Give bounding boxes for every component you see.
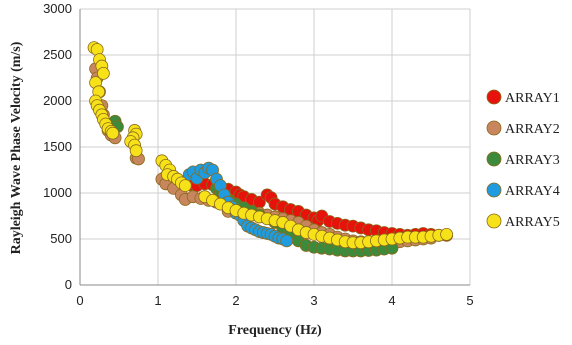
tick-labels: 0 500 1000 1500 2000 2500 3000 0 1 2 3 4 5 (43, 1, 474, 308)
legend-marker (486, 213, 502, 229)
legend-label: ARRAY3 (505, 153, 560, 168)
data-point (106, 126, 120, 140)
data-point (178, 179, 192, 193)
y-tick-label: 2000 (43, 93, 72, 108)
y-tick-label: 2500 (43, 47, 72, 62)
data-point (129, 144, 143, 158)
legend: ARRAY1 ARRAY2 ARRAY3 ARRAY4 ARRAY5 (486, 89, 560, 230)
legend-marker (486, 182, 502, 198)
y-tick-label: 3000 (43, 1, 72, 16)
x-tick-label: 2 (232, 293, 239, 308)
series-array4 (182, 161, 294, 248)
x-axis-title: Frequency (Hz) (228, 323, 322, 338)
y-tick-label: 1000 (43, 185, 72, 200)
data-point (97, 67, 110, 80)
legend-marker (486, 120, 502, 136)
legend-marker (486, 89, 502, 105)
x-tick-label: 5 (466, 293, 473, 308)
x-tick-label: 1 (154, 293, 161, 308)
y-tick-label: 500 (50, 231, 72, 246)
y-tick-label: 0 (65, 277, 72, 292)
legend-label: ARRAY5 (505, 215, 560, 230)
axes (79, 9, 470, 286)
data-points (87, 41, 454, 258)
x-tick-label: 0 (76, 293, 83, 308)
legend-label: ARRAY1 (505, 91, 560, 106)
y-tick-label: 1500 (43, 139, 72, 154)
data-point (440, 227, 454, 241)
legend-label: ARRAY2 (505, 122, 560, 137)
legend-marker (486, 151, 502, 167)
data-point (280, 234, 294, 248)
x-tick-label: 4 (388, 293, 395, 308)
series-array5 (87, 41, 454, 250)
legend-label: ARRAY4 (505, 184, 560, 199)
y-axis-title: Rayleigh Wave Phase Velocity (m/s) (9, 41, 24, 254)
x-tick-label: 3 (310, 293, 317, 308)
